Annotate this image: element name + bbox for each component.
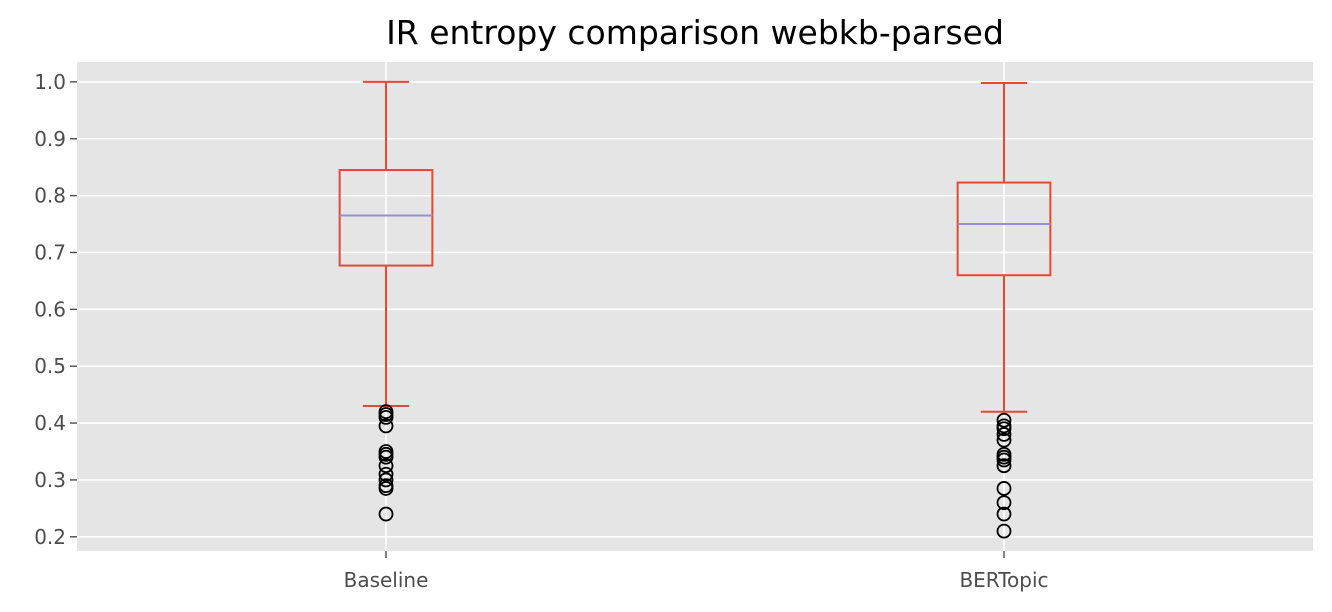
outlier-point [996, 506, 1012, 522]
outlier-point [378, 478, 394, 494]
tick-layer: 0.2 0.3 0.4 0.5 0.6 0.7 0.8 0.9 1.0 Baseline BERTo… [34, 70, 1048, 592]
iqr-box [338, 169, 434, 267]
y-tick-label: 1.0 [34, 70, 66, 94]
outlier-point [996, 427, 1012, 442]
outlier-point [378, 444, 394, 459]
outlier-point [996, 412, 1012, 428]
outlier-point [996, 418, 1012, 434]
y-tick-label: 0.8 [34, 184, 66, 208]
chart-title: IR entropy comparison webkb-parsed [386, 13, 1004, 52]
y-tick-label: 0.2 [34, 525, 66, 549]
outlier-point [378, 466, 394, 482]
y-tick-label: 0.9 [34, 127, 66, 151]
outlier-layer [378, 404, 1012, 539]
y-tick-label: 0.5 [34, 354, 66, 378]
iqr-box [956, 181, 1052, 277]
outlier-point [378, 472, 394, 488]
outlier-point [378, 458, 394, 474]
x-tick-label: Baseline [344, 568, 429, 592]
outlier-point [378, 506, 394, 522]
box-bertopic [956, 82, 1052, 413]
y-tick-label: 0.4 [34, 411, 66, 435]
plot-area [77, 62, 1313, 551]
y-tick-label: 0.7 [34, 240, 66, 264]
outlier-point [996, 523, 1012, 539]
outlier-point [378, 404, 394, 420]
outlier-point [996, 432, 1012, 448]
outlier-point [996, 481, 1012, 496]
outlier-point [996, 495, 1012, 511]
y-tick-label: 0.6 [34, 297, 66, 321]
y-tick-label: 0.3 [34, 468, 66, 492]
outlier-point [996, 446, 1012, 462]
outlier-point [996, 458, 1012, 474]
outlier-point [378, 418, 394, 434]
x-tick-label: BERTopic [959, 568, 1048, 592]
